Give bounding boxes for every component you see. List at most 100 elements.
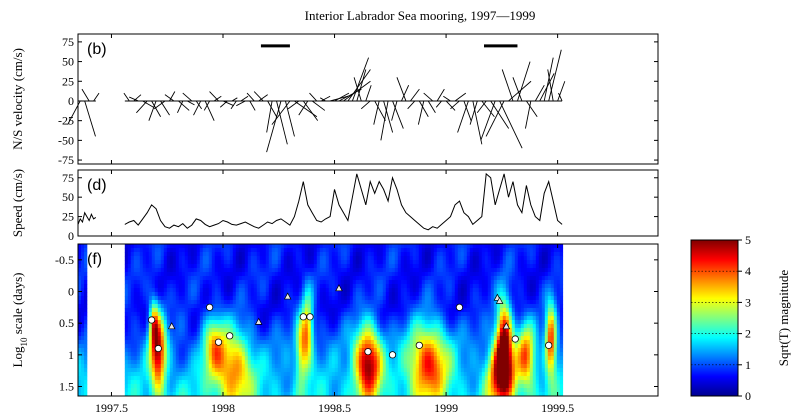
velocity-stick-54 (351, 57, 370, 102)
b-ytick-label-1: -50 (58, 133, 74, 147)
velocity-stick-13 (169, 91, 176, 102)
velocity-stick-36 (266, 100, 273, 133)
velocity-stick-0 (67, 100, 81, 125)
marker-circle-4 (214, 338, 223, 346)
velocity-stick-59 (374, 100, 386, 121)
colorbar-ticks: 0 1 2 3 4 5 (738, 233, 751, 403)
d-ytick-label-0: 0 (68, 229, 74, 243)
velocity-stick-22 (203, 100, 211, 111)
b-ytick-label-6: 75 (62, 35, 74, 49)
panel-b-frame (77, 33, 659, 165)
f-xtick-label-2: 1998.5 (318, 401, 351, 415)
velocity-stick-93 (526, 100, 538, 117)
colorbar-tick-label-3: 3 (745, 295, 751, 309)
marker-triangle-10 (335, 284, 343, 292)
f-ytick-label-0: -0.5 (55, 253, 74, 267)
b-ytick-label-5: 50 (62, 55, 74, 69)
velocity-stick-28 (230, 100, 237, 110)
velocity-stick-70 (417, 100, 425, 125)
marker-circle-9 (306, 313, 314, 321)
marker-circle-3 (206, 303, 214, 311)
panel-f-ylabel-rest: scale (days) (10, 273, 25, 338)
f-ytick-label-1: 0 (68, 285, 74, 299)
velocity-stick-51 (338, 88, 362, 102)
panel-f-x-ticks: 1997.5 1998 1998.5 1999 1999.5 (95, 244, 574, 415)
marker-circle-14 (455, 303, 464, 311)
velocity-stick-15 (178, 100, 190, 111)
marker-triangle-17 (502, 322, 511, 330)
velocity-stick-92 (512, 77, 523, 102)
velocity-stick-38 (266, 100, 282, 153)
marker-circle-18 (511, 335, 519, 343)
velocity-stick-53 (347, 69, 371, 102)
velocity-stick-3 (93, 92, 100, 102)
d-ytick-label-1: 25 (62, 210, 74, 224)
velocity-stick-95 (534, 84, 545, 102)
velocity-stick-74 (435, 100, 442, 108)
velocity-stick-77 (454, 92, 467, 102)
marker-triangle-16 (495, 296, 504, 304)
d-ytick-label-2: 50 (62, 190, 74, 204)
panel-b-label: (b) (87, 41, 107, 58)
velocity-stick-76 (443, 95, 451, 102)
velocity-stick-8 (136, 100, 148, 114)
velocity-stick-78 (450, 100, 460, 110)
panel-b-y-ticks: -75 -50 -25 0 25 50 75 (58, 35, 658, 167)
velocity-stick-58 (360, 100, 371, 110)
colorbar-tick-label-0: 0 (745, 389, 751, 403)
velocity-stick-32 (246, 92, 255, 102)
marker-circle-0 (148, 316, 156, 324)
panel-f-ylabel-sub: 10 (19, 337, 29, 347)
velocity-stick-10 (148, 100, 157, 121)
velocity-stick-31 (249, 100, 256, 111)
velocity-stick-97 (543, 57, 554, 102)
velocity-stick-9 (151, 100, 162, 117)
panel-f: -0.500.511.5 1997.5 1998 1998.5 1999 1999.5 … (10, 243, 659, 415)
velocity-stick-35 (267, 100, 278, 117)
velocity-stick-37 (276, 100, 288, 145)
marker-triangle-2 (167, 322, 176, 330)
panel-f-label: (f) (87, 251, 102, 268)
velocity-stick-5 (133, 94, 142, 102)
velocity-stick-45 (311, 100, 326, 111)
panel-f-heatmap (78, 244, 564, 396)
velocity-stick-84 (476, 100, 487, 114)
f-xtick-label-0: 1997.5 (95, 401, 128, 415)
velocity-stick-101 (558, 92, 563, 102)
velocity-stick-100 (557, 81, 566, 102)
speed-line-0 (77, 211, 97, 225)
velocity-stick-56 (353, 77, 362, 102)
velocity-stick-4 (123, 92, 130, 102)
velocity-stick-20 (193, 100, 202, 116)
panel-d-ylabel: Speed (cm/s) (10, 169, 25, 237)
velocity-stick-57 (365, 85, 372, 102)
velocity-stick-61 (383, 100, 394, 133)
f-xtick-label-3: 1999 (434, 401, 458, 415)
colorbar: 0 1 2 3 4 5 Sqrt(T) magnitude (690, 233, 791, 403)
velocity-stick-29 (240, 95, 249, 102)
velocity-stick-23 (213, 95, 222, 102)
panel-d-label: (d) (87, 177, 107, 194)
velocity-stick-75 (445, 100, 456, 111)
velocity-stick-81 (472, 100, 483, 145)
velocity-stick-71 (427, 100, 436, 114)
velocity-stick-98 (548, 49, 562, 102)
velocity-stick-7 (142, 100, 154, 108)
f-ytick-label-3: 1 (68, 348, 74, 362)
figure-title: Interior Labrador Sea mooring, 1997—1999 (305, 8, 536, 23)
velocity-stick-80 (457, 100, 469, 133)
velocity-stick-69 (418, 100, 429, 117)
velocity-stick-52 (343, 80, 371, 102)
b-ytick-label-2: -25 (58, 114, 74, 128)
velocity-stick-94 (525, 100, 532, 129)
velocity-stick-33 (258, 94, 268, 102)
panel-f-ylabel: Log10 scale (days) (10, 273, 29, 368)
f-xtick-label-1: 1998 (211, 401, 235, 415)
velocity-stick-88 (485, 100, 505, 137)
marker-circle-12 (388, 351, 397, 359)
marker-triangle-6 (254, 317, 263, 325)
velocity-stick-60 (373, 100, 380, 125)
marker-circle-13 (415, 341, 423, 349)
colorbar-label: Sqrt(T) magnitude (776, 270, 791, 367)
